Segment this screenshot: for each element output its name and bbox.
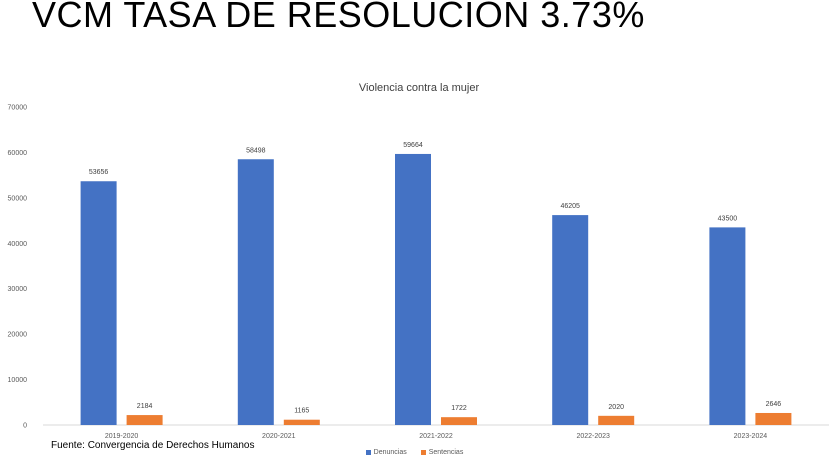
slide-title: VCM TASA DE RESOLUCION 3.73% <box>32 0 645 35</box>
data-label: 1722 <box>451 405 467 412</box>
legend-label-denuncias: Denuncias <box>373 449 407 456</box>
bar-denuncias-2022-2023 <box>552 215 589 425</box>
x-tick-label: 2021-2022 <box>419 433 453 440</box>
y-tick-label: 10000 <box>8 377 28 384</box>
bar-denuncias-2020-2021 <box>237 159 274 425</box>
source-note: Fuente: Convergencia de Derechos Humanos <box>51 440 255 451</box>
bar-denuncias-2019-2020 <box>80 181 117 425</box>
bar-sentencias-2019-2020 <box>126 415 163 425</box>
data-label: 53656 <box>89 169 109 176</box>
y-tick-label: 30000 <box>8 286 28 293</box>
x-axis: 2019-2020 2020-2021 2021-2022 2022-2023 2023… <box>43 424 829 440</box>
y-tick-label: 0 <box>23 423 27 430</box>
data-label: 59664 <box>403 142 423 149</box>
legend-item-denuncias: Denuncias <box>365 449 407 456</box>
y-tick-label: 60000 <box>8 150 28 157</box>
y-tick-label: 20000 <box>8 332 28 339</box>
legend-label-sentencias: Sentencias <box>428 449 464 456</box>
bar-sentencias-2022-2023 <box>598 415 635 425</box>
bar-sentencias-2021-2022 <box>441 417 477 425</box>
y-tick-label: 40000 <box>8 241 28 248</box>
bar-denuncias-2021-2022 <box>395 153 431 426</box>
y-tick-label: 70000 <box>8 105 28 112</box>
y-axis: 0 10000 20000 30000 40000 50000 60000 70000 <box>8 105 28 430</box>
data-label: 58498 <box>246 147 266 154</box>
data-label: 2646 <box>766 401 782 408</box>
x-tick-label: 2022-2023 <box>576 433 610 440</box>
x-tick-label: 2019-2020 <box>105 433 139 440</box>
legend-swatch-denuncias <box>365 449 371 455</box>
data-label: 46205 <box>560 203 580 210</box>
bars: 53656 58498 59664 46205 43500 2184 1165 1722 202… <box>80 142 792 426</box>
chart-title: Violencia contra la mujer <box>359 82 480 94</box>
data-label: 2020 <box>608 404 624 411</box>
data-label: 43500 <box>718 215 738 222</box>
x-tick-label: 2023-2024 <box>734 433 768 440</box>
data-label: 1165 <box>294 408 309 415</box>
data-label: 2184 <box>137 403 153 410</box>
legend: Denuncias Sentencias <box>0 449 829 456</box>
bar-sentencias-2020-2021 <box>283 419 320 425</box>
bar-sentencias-2023-2024 <box>755 412 792 425</box>
y-tick-label: 50000 <box>8 195 28 202</box>
x-tick-label: 2020-2021 <box>262 433 296 440</box>
bar-denuncias-2023-2024 <box>709 227 746 425</box>
legend-item-sentencias: Sentencias <box>420 449 464 456</box>
legend-swatch-sentencias <box>420 449 426 455</box>
